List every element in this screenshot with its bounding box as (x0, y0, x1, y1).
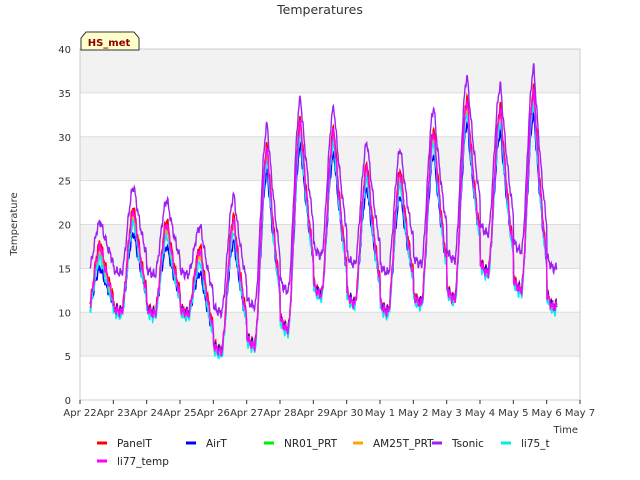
legend-label: NR01_PRT (284, 438, 338, 450)
y-tick-label: 0 (65, 396, 71, 407)
station-badge: HS_met (80, 31, 140, 51)
x-tick-label: Apr 24 (130, 408, 163, 419)
y-axis-title: Temperature (9, 192, 20, 256)
legend-label: AM25T_PRT (373, 438, 434, 450)
legend-label: li75_t (521, 438, 550, 450)
x-tick-label: Apr 29 (297, 408, 330, 419)
chart-title: Temperatures (276, 2, 363, 17)
x-tick-label: Apr 22 (63, 408, 96, 419)
y-tick-label: 25 (58, 177, 71, 188)
y-tick-label: 15 (58, 264, 71, 275)
x-tick-label: May 4 (465, 408, 495, 419)
x-tick-label: May 7 (565, 408, 595, 419)
plot-band (80, 312, 580, 357)
legend-label: PanelT (117, 438, 152, 450)
legend-label: Tsonic (451, 438, 484, 450)
legend-label: li77_temp (117, 456, 169, 468)
plot-band (80, 224, 580, 269)
series-line-li77-temp (89, 88, 558, 357)
x-tick-label: May 6 (532, 408, 562, 419)
y-tick-label: 10 (58, 308, 71, 319)
y-tick-label: 40 (58, 45, 71, 56)
y-axis-ticks: 0 5 10 15 20 25 30 35 40 (58, 45, 71, 407)
series-lines (89, 63, 558, 361)
x-axis-title: Time (553, 425, 578, 436)
station-badge-label: HS_met (88, 38, 131, 49)
x-tick-label: May 3 (432, 408, 462, 419)
x-axis-ticks: Apr 22 Apr 23 Apr 24 Apr 25 Apr 26 Apr 27 Apr … (63, 400, 595, 419)
x-tick-label: Apr 26 (197, 408, 230, 419)
x-tick-label: Apr 30 (330, 408, 363, 419)
y-tick-label: 30 (58, 133, 71, 144)
y-tick-label: 20 (58, 221, 71, 232)
x-tick-label: May 2 (398, 408, 428, 419)
legend-label: AirT (206, 438, 227, 450)
plot-frame (79, 48, 581, 401)
plot-band (80, 49, 580, 93)
x-tick-label: Apr 27 (230, 408, 263, 419)
legend: PanelT AirT NR01_PRT AM25T_PRT Tsonic li75_tl… (97, 438, 550, 468)
x-tick-label: Apr 23 (97, 408, 130, 419)
x-tick-label: May 1 (365, 408, 395, 419)
y-tick-label: 5 (65, 352, 71, 363)
x-tick-label: May 5 (498, 408, 528, 419)
series-line-tsonic (89, 63, 558, 320)
x-tick-label: Apr 28 (263, 408, 296, 419)
y-tick-label: 35 (58, 89, 71, 100)
x-tick-label: Apr 25 (163, 408, 196, 419)
